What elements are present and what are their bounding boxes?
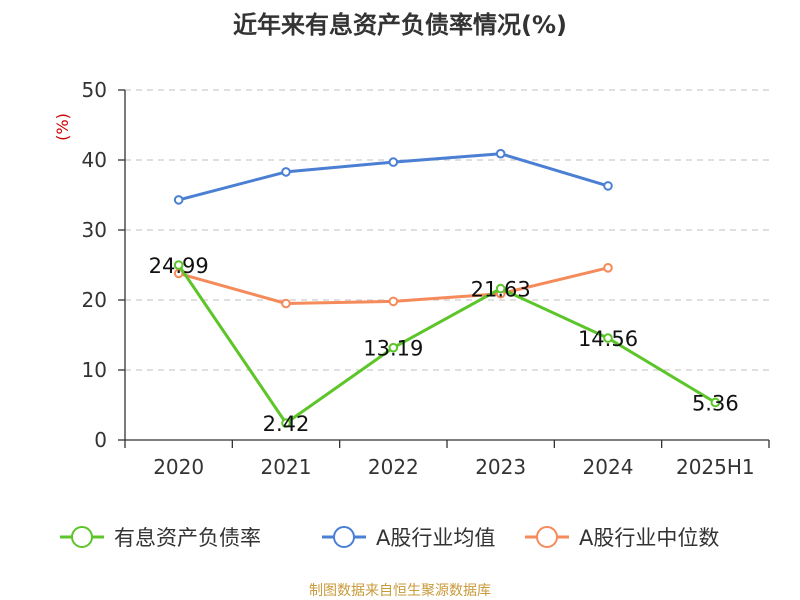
y-tick-label: 50 (82, 78, 107, 102)
data-label: 21.63 (471, 278, 531, 302)
data-point (495, 148, 506, 159)
x-tick-label: 2022 (368, 455, 419, 479)
y-tick-label: 10 (82, 358, 107, 382)
data-point (388, 342, 399, 353)
legend-item: 有息资产负债率 (60, 526, 261, 550)
data-point (495, 283, 506, 294)
legend-marker (333, 526, 355, 548)
x-tick-label: 2023 (475, 455, 526, 479)
legend-label: 有息资产负债率 (114, 526, 261, 550)
data-point (281, 167, 291, 177)
data-label: 14.56 (578, 327, 638, 351)
legend-item: A股行业均值 (322, 526, 495, 550)
x-tick-label: 2025H1 (676, 455, 755, 479)
data-label: 5.36 (692, 391, 739, 415)
data-point (173, 195, 184, 205)
data-labels: 24.99 2.42 13.19 21.63 14.56 5.36 (149, 254, 739, 436)
series-debt-ratio (173, 260, 721, 428)
y-tick-label: 20 (82, 288, 107, 312)
legend-marker (536, 526, 558, 548)
x-tick-label: 2020 (153, 455, 204, 479)
y-axis-unit-label: (%) (53, 113, 72, 141)
chart-title: 近年来有息资产负债率情况(%) (233, 11, 567, 39)
data-point (388, 296, 399, 307)
y-tick-label: 30 (82, 218, 107, 242)
x-tick-label: 2024 (583, 455, 634, 479)
source-note: 制图数据来自恒生聚源数据库 (309, 583, 491, 599)
legend: 有息资产负债率 A股行业均值 A股行业中位数 (60, 526, 719, 550)
data-point (603, 333, 613, 343)
data-point (603, 181, 613, 191)
series-industry-mean (173, 148, 613, 205)
data-point (388, 157, 399, 167)
series-industry-median (173, 263, 613, 309)
legend-item: A股行业中位数 (525, 526, 719, 550)
data-point (603, 263, 613, 273)
data-point (710, 397, 721, 408)
legend-label: A股行业均值 (376, 526, 495, 550)
gridlines (125, 89, 769, 371)
data-label: 13.19 (363, 337, 423, 361)
data-point (173, 260, 184, 270)
legend-label: A股行业中位数 (579, 526, 719, 550)
x-tick-label: 2021 (261, 455, 312, 479)
y-tick-label: 0 (94, 428, 107, 452)
series-group (173, 148, 721, 428)
series-line (177, 264, 717, 425)
axes: 0 10 20 30 40 50 2020 2021 2022 2023 2024 2025H1 (82, 78, 770, 479)
data-label: 24.99 (149, 254, 209, 278)
data-point (281, 418, 291, 428)
legend-marker (71, 526, 93, 548)
data-point (281, 298, 291, 309)
data-label: 2.42 (263, 412, 310, 436)
y-tick-label: 40 (82, 148, 107, 172)
